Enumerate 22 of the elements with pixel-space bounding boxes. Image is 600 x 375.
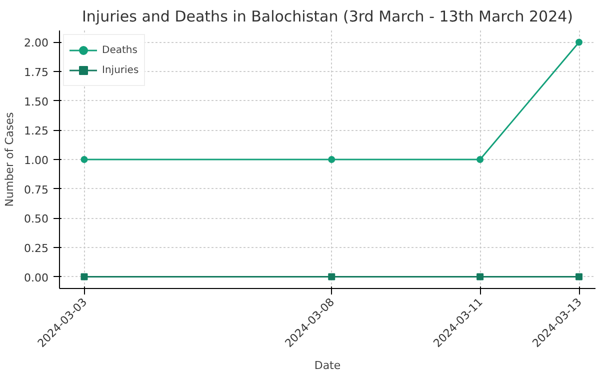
x-axis-title: Date	[314, 359, 341, 372]
y-tick-label: 1.50	[24, 95, 49, 108]
legend-label: Deaths	[102, 44, 138, 56]
point	[80, 156, 88, 163]
point	[80, 273, 88, 280]
y-tick-label: 0.50	[24, 212, 49, 226]
point	[476, 273, 484, 280]
y-tick-label: 0.25	[24, 242, 49, 255]
y-tick-label: 2.00	[24, 36, 49, 50]
point	[576, 273, 583, 280]
y-tick-label: 1.75	[24, 66, 49, 80]
y-tick-label: 1.00	[24, 154, 49, 167]
y-tick-label: 0.75	[24, 183, 49, 196]
point	[476, 156, 484, 163]
legend-label: Injuries	[102, 64, 139, 76]
chart-title: Injuries and Deaths in Balochistan (3rd March - 13th March 2024)	[82, 8, 574, 26]
point	[576, 38, 583, 46]
y-tick-label: 1.25	[24, 124, 49, 138]
point	[328, 156, 336, 163]
point	[328, 273, 336, 280]
y-tick-label: 0.00	[24, 271, 49, 284]
y-axis-title: Number of Cases	[3, 112, 16, 207]
